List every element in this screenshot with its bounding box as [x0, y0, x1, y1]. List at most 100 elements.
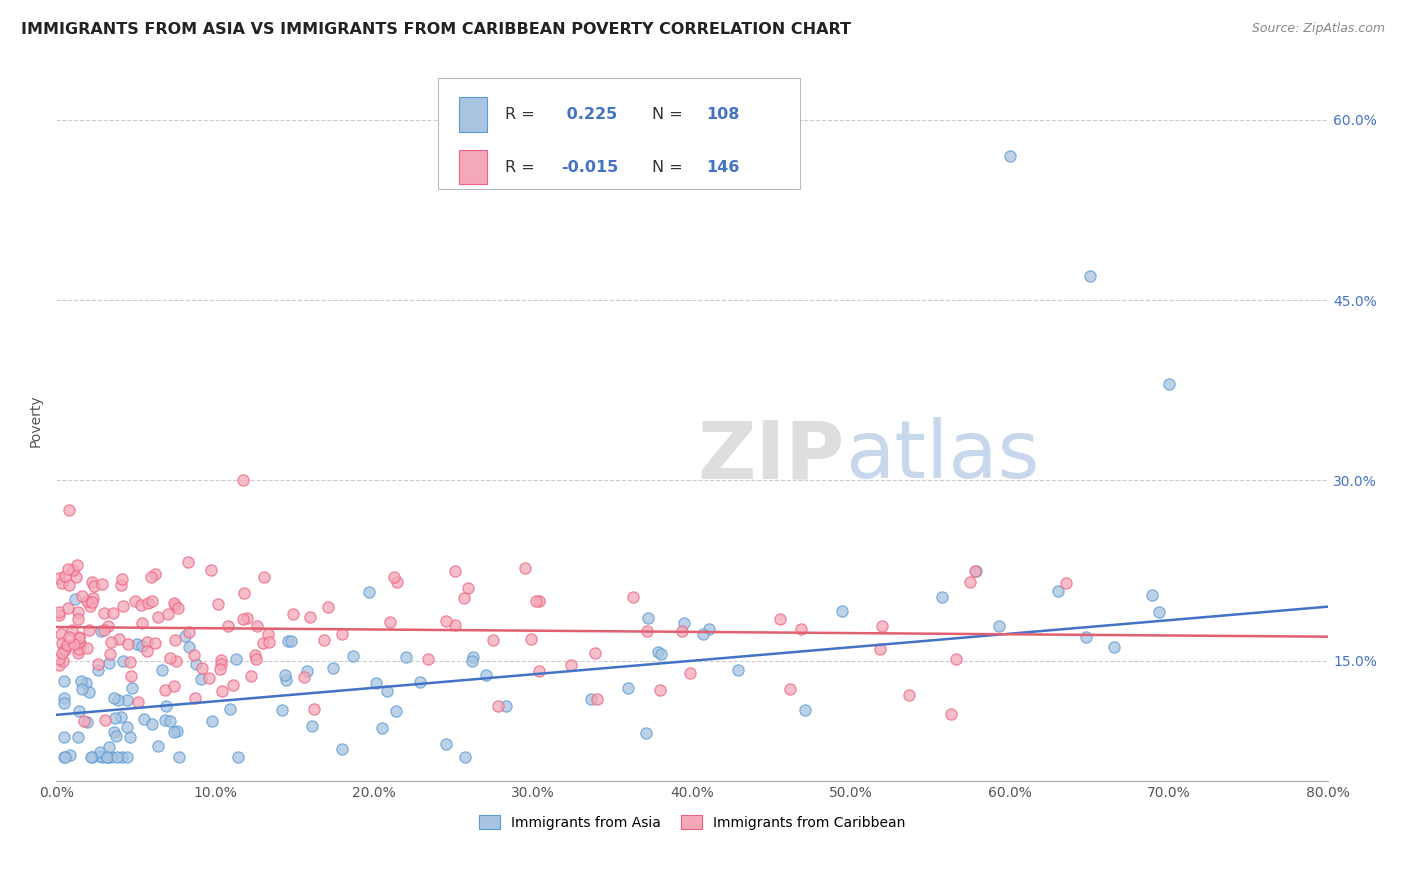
Point [93, 623, 115, 637]
Point [1078, 268, 1101, 283]
Point [1054, 576, 1077, 591]
Point [434, 614, 457, 628]
Point [209, 657, 232, 671]
Point [515, 560, 537, 574]
Point [395, 650, 418, 665]
Point [191, 661, 214, 675]
Point [139, 570, 162, 584]
Point [148, 739, 170, 753]
Point [100, 635, 122, 649]
Point [184, 657, 207, 672]
Point [583, 646, 606, 660]
Point [218, 702, 240, 716]
Point [299, 610, 322, 624]
Point [378, 615, 401, 630]
Point [443, 565, 465, 579]
Point [636, 624, 658, 639]
Point [200, 563, 222, 577]
Point [637, 610, 659, 624]
Point [184, 691, 207, 706]
Point [51, 575, 73, 590]
Point [53, 569, 76, 583]
Point [96, 750, 118, 764]
Point [143, 567, 166, 582]
Point [70, 589, 93, 603]
Point [163, 598, 186, 612]
Point [118, 730, 141, 744]
Point [48, 607, 70, 622]
Point [63, 637, 86, 651]
Point [82, 750, 104, 764]
Point [727, 663, 749, 677]
Text: 0.225: 0.225 [561, 107, 617, 122]
Point [253, 569, 276, 583]
Point [271, 703, 294, 717]
Point [252, 636, 274, 650]
Point [232, 585, 254, 599]
Point [166, 600, 188, 615]
Point [163, 597, 186, 611]
Point [382, 570, 405, 584]
Point [138, 596, 160, 610]
Point [524, 593, 547, 607]
Point [127, 637, 149, 651]
Point [636, 726, 658, 740]
Point [48, 605, 70, 619]
Point [67, 635, 90, 649]
Point [60, 623, 83, 637]
Point [110, 710, 132, 724]
Point [159, 714, 181, 729]
Text: ZIP: ZIP [697, 417, 845, 495]
Point [103, 690, 125, 705]
Point [51, 654, 73, 668]
Point [385, 574, 408, 589]
Point [111, 573, 134, 587]
Point [89, 745, 111, 759]
Point [371, 721, 394, 735]
Point [91, 577, 114, 591]
Point [94, 713, 117, 727]
Point [56, 601, 79, 615]
Point [107, 692, 129, 706]
Text: IMMIGRANTS FROM ASIA VS IMMIGRANTS FROM CARIBBEAN POVERTY CORRELATION CHART: IMMIGRANTS FROM ASIA VS IMMIGRANTS FROM … [21, 22, 851, 37]
Point [898, 688, 921, 702]
Point [67, 642, 90, 657]
Point [177, 640, 200, 654]
Text: 108: 108 [706, 107, 740, 122]
Point [82, 591, 104, 606]
Point [931, 590, 953, 604]
Point [67, 631, 90, 645]
Point [53, 642, 76, 657]
Point [207, 597, 229, 611]
Point [131, 639, 153, 653]
Point [86, 657, 108, 671]
Point [56, 638, 79, 652]
Point [461, 649, 484, 664]
Point [82, 595, 104, 609]
Point [671, 624, 693, 638]
Point [1074, 630, 1097, 644]
Point [1140, 588, 1163, 602]
Point [75, 676, 97, 690]
Point [83, 579, 105, 593]
Point [322, 660, 344, 674]
Point [129, 598, 152, 612]
Point [155, 682, 177, 697]
Point [246, 618, 269, 632]
Point [831, 603, 853, 617]
Point [257, 634, 280, 648]
Point [316, 600, 339, 615]
Y-axis label: Poverty: Poverty [30, 394, 44, 447]
Point [692, 627, 714, 641]
Point [115, 720, 138, 734]
Point [617, 681, 640, 695]
Point [384, 704, 406, 718]
Point [211, 683, 233, 698]
Point [67, 705, 90, 719]
Point [53, 642, 76, 657]
Point [80, 750, 103, 764]
Point [1159, 377, 1181, 392]
Point [156, 607, 179, 621]
Point [527, 593, 550, 607]
Point [58, 502, 80, 516]
